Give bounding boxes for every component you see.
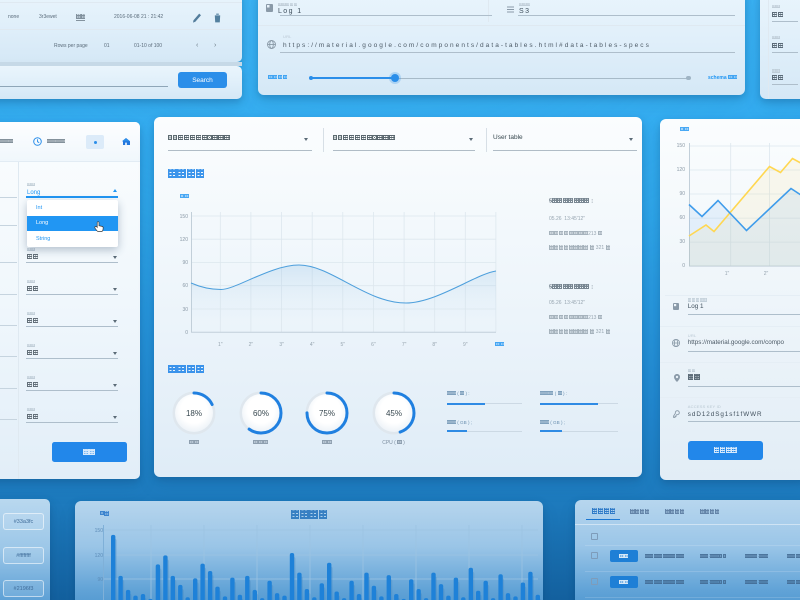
svg-text:18%: 18% — [186, 409, 202, 418]
svg-text:75%: 75% — [319, 409, 335, 418]
svg-text:45%: 45% — [385, 409, 401, 418]
svg-text:60%: 60% — [252, 409, 268, 418]
